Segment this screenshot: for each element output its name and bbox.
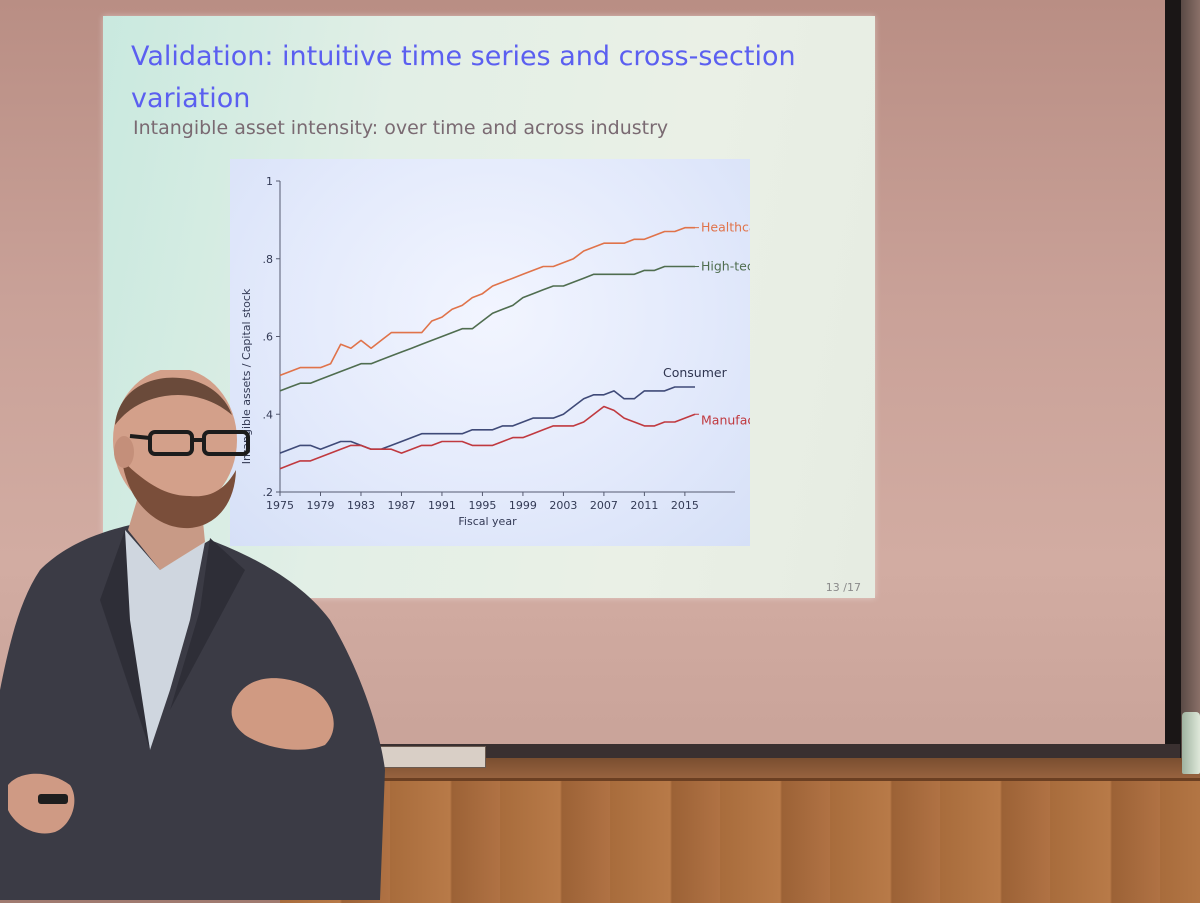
bottle	[1182, 712, 1200, 774]
x-tick-label: 1987	[387, 499, 415, 512]
series-line-healthcare	[279, 226, 695, 377]
series-label-healthcare: Healthcare	[701, 220, 750, 235]
x-ticks: 1975 1979 1983 1987 1991 1995 1999 2003 2007 2011…	[266, 492, 699, 512]
x-tick-label: 1991	[428, 499, 456, 512]
presentation-clicker	[38, 794, 68, 804]
series-line-manufact	[279, 405, 696, 470]
y-tick-label: 1	[266, 175, 273, 188]
slide-title: Validation: intuitive time series and cr…	[131, 41, 796, 114]
page-number: 13 /17	[825, 581, 861, 594]
glasses	[129, 430, 250, 456]
y-tick-label: .8	[263, 253, 274, 266]
chalk-rail	[280, 758, 1200, 780]
x-tick-label: 1979	[306, 499, 334, 512]
x-tick-label: 2003	[549, 499, 577, 512]
series-label-hightech: High-tech	[701, 259, 750, 274]
y-tick-label: .6	[263, 331, 274, 344]
y-tick-label: .4	[263, 408, 274, 421]
chart-panel: 1 .8 .6 .4 .2 1975 1979 1983 1987 1991 1995 1999 20…	[230, 159, 750, 546]
series-labels: Healthcare High-tech Consumer Manufact.	[663, 220, 750, 428]
shirt	[125, 530, 205, 750]
head	[113, 370, 237, 512]
x-axis-title: Fiscal year	[458, 515, 517, 528]
beard	[122, 460, 236, 529]
line-chart: 1 .8 .6 .4 .2 1975 1979 1983 1987 1991 1995 1999 20…	[240, 175, 750, 528]
lapel-left	[100, 530, 150, 750]
y-ticks: 1 .8 .6 .4 .2	[263, 175, 280, 499]
slide-subtitle: Intangible asset intensity: over time an…	[133, 117, 669, 139]
projected-slide: Validation: intuitive time series and cr…	[103, 16, 875, 598]
x-tick-label: 2011	[630, 499, 658, 512]
series-label-manufact: Manufact.	[701, 412, 750, 427]
screen-bottom-bar	[280, 744, 1180, 758]
hair	[115, 377, 232, 425]
y-axis-title: Intangible assets / Capital stock	[240, 288, 253, 464]
presenter	[0, 370, 385, 900]
y-tick-label: .2	[263, 486, 274, 499]
screen-frame	[1165, 0, 1181, 770]
series-line-hightech	[279, 265, 695, 392]
series-lines	[279, 226, 696, 470]
lapel-right	[170, 538, 245, 710]
suit-jacket	[0, 525, 385, 900]
ear	[114, 436, 134, 468]
wall	[1181, 0, 1200, 780]
x-tick-label: 2007	[590, 499, 618, 512]
series-line-consumer	[279, 386, 695, 454]
series-label-consumer: Consumer	[663, 365, 728, 380]
x-tick-label: 1995	[468, 499, 496, 512]
wooden-desk	[280, 778, 1200, 903]
x-tick-label: 1999	[509, 499, 537, 512]
x-tick-label: 1983	[347, 499, 375, 512]
x-tick-label: 1975	[266, 499, 294, 512]
gesturing-hand	[231, 678, 334, 750]
x-tick-label: 2015	[671, 499, 699, 512]
